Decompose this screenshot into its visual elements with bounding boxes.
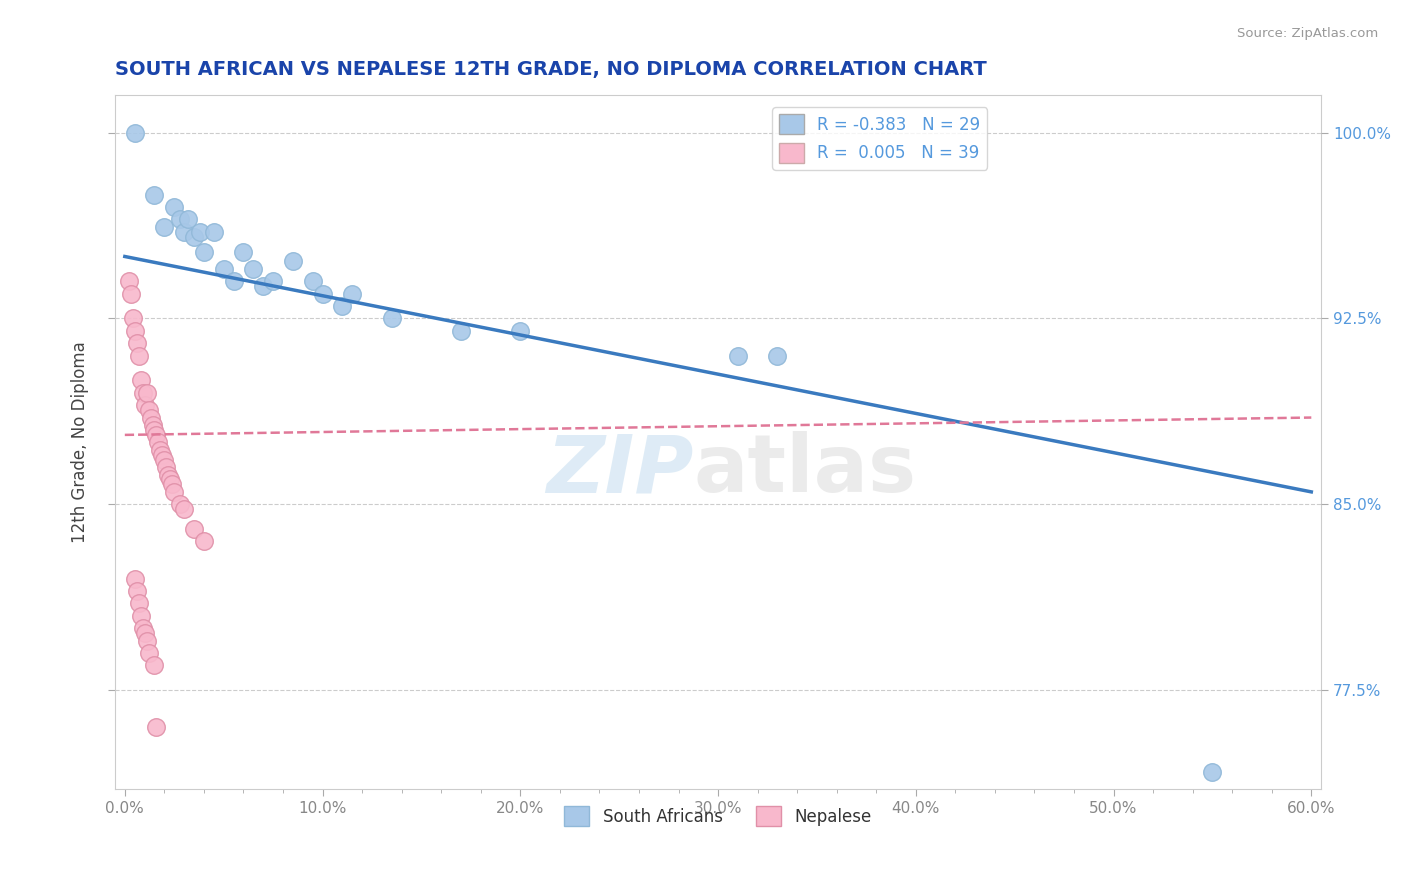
Point [152, 448, 174, 462]
Point [232, 244, 254, 259]
Point [138, 646, 160, 660]
Point [131, 385, 153, 400]
Point [159, 473, 181, 487]
Point [212, 261, 235, 276]
Text: SOUTH AFRICAN VS NEPALESE 12TH GRADE, NO DIPLOMA CORRELATION CHART: SOUTH AFRICAN VS NEPALESE 12TH GRADE, NO… [115, 60, 987, 78]
Point [311, 286, 333, 301]
Point [766, 349, 789, 363]
Y-axis label: 12th Grade, No Diploma: 12th Grade, No Diploma [72, 342, 89, 543]
Point [125, 336, 148, 351]
Point [330, 299, 353, 313]
Point [128, 349, 150, 363]
Point [173, 225, 195, 239]
Point [177, 212, 200, 227]
Point [202, 225, 225, 239]
Point [121, 311, 143, 326]
Point [124, 324, 146, 338]
Point [262, 274, 284, 288]
Point [124, 572, 146, 586]
Point [143, 423, 166, 437]
Point [727, 349, 749, 363]
Point [281, 254, 304, 268]
Point [183, 522, 205, 536]
Point [188, 225, 211, 239]
Point [157, 467, 180, 482]
Point [222, 274, 245, 288]
Point [173, 502, 195, 516]
Point [145, 720, 167, 734]
Point [124, 126, 146, 140]
Point [128, 596, 150, 610]
Point [135, 385, 157, 400]
Point [162, 477, 184, 491]
Point [138, 403, 160, 417]
Point [118, 274, 141, 288]
Point [163, 484, 186, 499]
Point [129, 608, 152, 623]
Point [183, 229, 205, 244]
Point [131, 621, 153, 635]
Point [193, 244, 215, 259]
Point [193, 534, 215, 549]
Point [139, 410, 162, 425]
Point [153, 452, 176, 467]
Point [252, 279, 274, 293]
Point [141, 417, 163, 432]
Text: atlas: atlas [695, 431, 917, 509]
Point [1201, 764, 1223, 779]
Point [135, 633, 157, 648]
Point [169, 212, 191, 227]
Point [129, 373, 152, 387]
Point [120, 286, 142, 301]
Point [145, 428, 167, 442]
Point [125, 584, 148, 599]
Point [148, 435, 170, 450]
Text: ZIP: ZIP [547, 431, 695, 509]
Point [381, 311, 404, 326]
Point [149, 442, 172, 457]
Point [242, 261, 264, 276]
Legend: South Africans, Nepalese: South Africans, Nepalese [558, 799, 879, 833]
Point [153, 219, 176, 234]
Point [134, 626, 156, 640]
Point [163, 200, 186, 214]
Point [134, 398, 156, 412]
Text: Source: ZipAtlas.com: Source: ZipAtlas.com [1237, 27, 1378, 40]
Point [301, 274, 323, 288]
Point [509, 324, 531, 338]
Point [342, 286, 364, 301]
Point [143, 658, 166, 673]
Point [155, 460, 177, 475]
Point [450, 324, 472, 338]
Point [143, 187, 166, 202]
Point [169, 497, 191, 511]
